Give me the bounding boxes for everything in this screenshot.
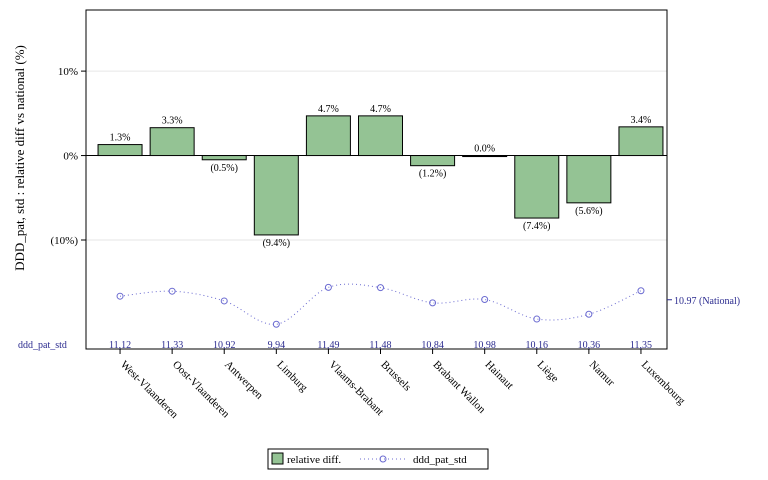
bar-label: (5.6%) bbox=[575, 206, 603, 217]
category-label: Brussels bbox=[378, 359, 413, 394]
bar bbox=[358, 115, 403, 157]
plot-frame bbox=[85, 9, 668, 350]
bars: 1.3% 3.3% (0.5%) (9.4%) 4.7% 4.7% (1.2%) 0.0% (7… bbox=[97, 104, 664, 249]
ddd-pat-std-point bbox=[168, 287, 176, 295]
row-value: 10,92 bbox=[213, 340, 236, 351]
ddd-pat-std-point bbox=[220, 297, 228, 305]
row-value: 11,12 bbox=[109, 340, 131, 351]
category-label: Vlaams-Brabant bbox=[326, 359, 385, 418]
row-value: 10,84 bbox=[421, 340, 444, 351]
ddd-pat-std-point bbox=[272, 320, 280, 328]
bar-label: 3.4% bbox=[631, 115, 652, 126]
category-label: Antwerpen bbox=[222, 359, 265, 402]
bar bbox=[201, 155, 247, 161]
bar-label: (7.4%) bbox=[523, 221, 551, 232]
national-label: 10.97 (National) bbox=[674, 296, 740, 307]
category-label: Hainaut bbox=[483, 359, 516, 392]
bar bbox=[305, 115, 351, 157]
legend-label-ddd-pat-std: ddd_pat_std bbox=[413, 454, 467, 466]
bar-label: (0.5%) bbox=[210, 163, 238, 174]
legend: relative diff. ddd_pat_std bbox=[267, 448, 489, 470]
ddd-pat-std-series bbox=[116, 283, 672, 328]
row-value: 11,49 bbox=[317, 340, 339, 351]
category-label: Namur bbox=[587, 359, 617, 389]
row-value: 11,33 bbox=[161, 340, 183, 351]
bar-label: 3.3% bbox=[162, 116, 183, 127]
y-tick-label: (10%) bbox=[51, 235, 79, 247]
row-value: 11,48 bbox=[369, 340, 391, 351]
ddd-pat-std-line bbox=[119, 283, 642, 325]
y-axis: 10% 0% (10%) bbox=[51, 66, 86, 247]
row-value: 10,36 bbox=[578, 340, 601, 351]
bar bbox=[462, 155, 508, 158]
bar bbox=[514, 155, 560, 219]
bar-label: 1.3% bbox=[110, 133, 131, 144]
bar-label: (9.4%) bbox=[263, 238, 291, 249]
bar bbox=[618, 126, 664, 157]
row-value: 10,98 bbox=[473, 340, 496, 351]
bar bbox=[566, 155, 612, 204]
ddd-pat-std-point bbox=[324, 283, 332, 291]
row-value: 9,94 bbox=[268, 340, 286, 351]
category-label: Liège bbox=[535, 359, 561, 385]
bar bbox=[97, 144, 143, 157]
legend-label-relative-diff: relative diff. bbox=[287, 454, 341, 466]
bar-label: 4.7% bbox=[318, 104, 339, 115]
y-axis-label: DDD_pat, std : relative diff vs national… bbox=[12, 45, 27, 271]
ddd-pat-std-point bbox=[429, 299, 437, 307]
ddd-pat-std-point bbox=[585, 310, 593, 318]
category-label: Luxembourg bbox=[639, 359, 688, 408]
row-value: 11,35 bbox=[630, 340, 652, 351]
y-tick-label: 10% bbox=[58, 66, 78, 78]
grid-lines bbox=[86, 70, 667, 241]
legend-swatch-relative-diff bbox=[271, 452, 284, 465]
ddd-pat-std-point bbox=[377, 284, 384, 292]
y-tick-label: 0% bbox=[63, 151, 78, 163]
bar-label: (1.2%) bbox=[419, 169, 447, 180]
legend-marker-ddd-pat-std bbox=[379, 455, 387, 463]
bar bbox=[253, 155, 299, 236]
bar-label: 0.0% bbox=[474, 144, 495, 155]
ddd-pat-std-point bbox=[116, 292, 124, 300]
ddd-pat-std-point bbox=[481, 296, 489, 304]
bar-label: 4.7% bbox=[370, 104, 391, 115]
bar bbox=[410, 155, 456, 167]
row-value: 10,16 bbox=[526, 340, 549, 351]
bar bbox=[149, 127, 195, 157]
category-label: Limburg bbox=[274, 359, 310, 395]
row-label: ddd_pat_std bbox=[18, 340, 67, 351]
ddd-pat-std-point bbox=[637, 287, 645, 295]
ddd-pat-std-point bbox=[533, 315, 541, 323]
ddd-pat-std-row: ddd_pat_std 11,12 11,33 10,92 9,94 11,49 11,4… bbox=[18, 340, 652, 351]
category-label: Brabant Wallon bbox=[430, 359, 488, 417]
legend-box bbox=[267, 448, 489, 470]
